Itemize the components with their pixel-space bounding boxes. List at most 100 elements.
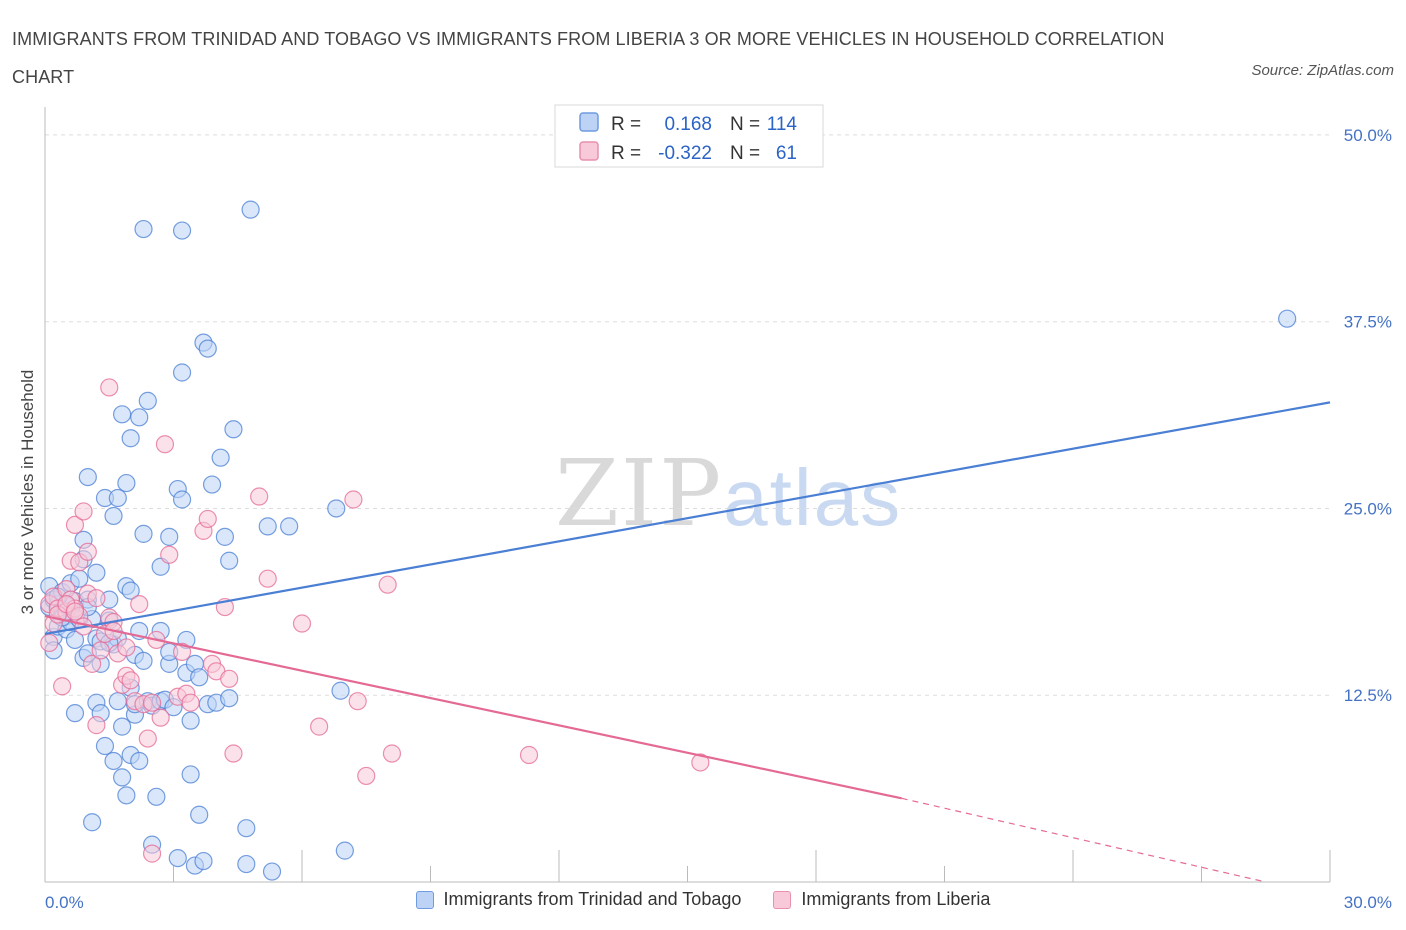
liberia-point-53[interactable] (250, 487, 269, 506)
trinidad-point-60[interactable] (134, 219, 153, 239)
trinidad-point-94[interactable] (220, 551, 239, 570)
liberia-point-24[interactable] (100, 378, 119, 397)
liberia-point-51[interactable] (220, 669, 239, 688)
trinidad-point-25[interactable] (78, 467, 97, 487)
source-label: Source: ZipAtlas.com (1251, 62, 1394, 79)
liberia-point-37[interactable] (142, 844, 162, 863)
trinidad-point-14[interactable] (65, 630, 85, 650)
trinidad-point-90[interactable] (202, 475, 222, 494)
liberia-point-41[interactable] (160, 545, 179, 564)
trinidad-point-39[interactable] (108, 488, 127, 508)
trinidad-point-43[interactable] (112, 717, 132, 736)
trinidad-point-103[interactable] (327, 499, 346, 518)
trinidad-point-96[interactable] (224, 420, 243, 439)
liberia-point-40[interactable] (155, 435, 175, 454)
liberia-point-20[interactable] (87, 716, 106, 735)
trinidad-point-76[interactable] (172, 363, 192, 382)
liberia-point-55[interactable] (292, 614, 312, 633)
trinidad-point-49[interactable] (121, 429, 140, 448)
y-tick-label-2: 37.5% (1344, 313, 1392, 332)
liberia-point-66[interactable] (65, 602, 85, 621)
trinidad-point-98[interactable] (237, 854, 256, 874)
trinidad-point-61[interactable] (138, 391, 157, 410)
liberia-point-10[interactable] (65, 515, 85, 535)
liberia-point-54[interactable] (258, 569, 277, 588)
trinidad-point-81[interactable] (181, 711, 200, 730)
trinidad-point-92[interactable] (211, 448, 230, 467)
trinidad-point-48[interactable] (121, 581, 140, 600)
trinidad-point-101[interactable] (262, 862, 282, 881)
trinidad-point-24[interactable] (83, 813, 102, 832)
trinidad-point-36[interactable] (104, 506, 123, 526)
trinidad-point-40[interactable] (108, 692, 127, 711)
trinidad-point-105[interactable] (335, 841, 354, 860)
liberia-point-43[interactable] (172, 642, 192, 662)
trinidad-point-75[interactable] (172, 490, 192, 509)
top-legend: R = 0.168 N = 114 R = -0.322 N = 61 (554, 104, 824, 168)
trinidad-point-88[interactable] (198, 339, 217, 358)
liberia-point-47[interactable] (198, 509, 217, 529)
trinidad-point-44[interactable] (112, 405, 132, 424)
trinidad-point-64[interactable] (147, 787, 166, 806)
legend-label-liberia: Immigrants from Liberia (801, 889, 991, 909)
trinidad-point-86[interactable] (194, 851, 213, 871)
trinidad-point-95[interactable] (220, 689, 239, 708)
liberia-point-56[interactable] (310, 717, 329, 736)
liberia-point-5[interactable] (53, 677, 72, 696)
liberia-point-59[interactable] (357, 766, 376, 786)
trinidad-point-99[interactable] (241, 200, 260, 219)
trinidad-point-38[interactable] (104, 751, 123, 771)
liberia-point-19[interactable] (87, 589, 106, 608)
tick-labels: 12.5% 25.0% 37.5% 50.0% 0.0% 30.0% (45, 126, 1392, 912)
x-tick-label-1: 30.0% (1344, 893, 1392, 912)
axes (44, 107, 1331, 883)
liberia-point-36[interactable] (142, 693, 162, 712)
liberia-point-62[interactable] (519, 745, 539, 765)
trinidad-point-80[interactable] (181, 765, 200, 784)
legend-swatch-liberia (579, 141, 599, 161)
liberia-point-35[interactable] (138, 729, 157, 748)
liberia-point-31[interactable] (121, 671, 140, 690)
liberia-point-21[interactable] (91, 641, 110, 660)
liberia-point-52[interactable] (224, 744, 243, 763)
liberia-point-63[interactable] (691, 753, 710, 772)
trinidad-point-28[interactable] (87, 563, 106, 582)
legend-item-trinidad[interactable]: Immigrants from Trinidad and Tobago (415, 889, 741, 910)
trinidad-point-57[interactable] (134, 651, 153, 670)
trinidad-point-100[interactable] (258, 517, 277, 536)
liberia-point-14[interactable] (74, 502, 93, 521)
liberia-point-1[interactable] (40, 633, 59, 653)
trinidad-point-104[interactable] (331, 681, 350, 700)
trinidad-point-47[interactable] (117, 786, 136, 805)
trinidad-point-46[interactable] (117, 473, 136, 493)
legend-swatch-trinidad-bottom (415, 890, 434, 909)
trinidad-point-54[interactable] (130, 751, 149, 771)
liberia-point-39[interactable] (151, 708, 170, 727)
liberia-point-58[interactable] (348, 692, 367, 711)
liberia-point-30[interactable] (117, 638, 136, 657)
trinidad-point-97[interactable] (237, 819, 256, 838)
liberia-point-60[interactable] (378, 575, 397, 594)
liberia-point-57[interactable] (344, 490, 363, 509)
trinidad-point-106[interactable] (1278, 309, 1297, 328)
trinidad-point-71[interactable] (160, 527, 179, 546)
trinidad-point-42[interactable] (112, 768, 132, 787)
trinidad-point-33[interactable] (95, 736, 115, 756)
trinidad-point-102[interactable] (280, 517, 299, 536)
trinidad-point-58[interactable] (134, 524, 153, 543)
trinidad-point-84[interactable] (190, 668, 209, 687)
trinidad-point-93[interactable] (215, 527, 234, 546)
trinidad-point-85[interactable] (190, 805, 209, 824)
series-liberia-points (40, 378, 710, 863)
liberia-point-18[interactable] (83, 654, 102, 673)
liberia-point-33[interactable] (130, 594, 149, 614)
trinidad-point-77[interactable] (172, 221, 192, 240)
trinidad-point-18[interactable] (65, 704, 85, 723)
legend-item-liberia[interactable]: Immigrants from Liberia (773, 889, 990, 910)
liberia-point-17[interactable] (78, 542, 97, 561)
legend-r-label-trinidad: R = (611, 114, 641, 135)
trinidad-point-56[interactable] (130, 408, 149, 427)
trinidad-point-74[interactable] (168, 848, 187, 868)
liberia-point-45[interactable] (181, 693, 200, 712)
liberia-point-61[interactable] (382, 744, 402, 763)
